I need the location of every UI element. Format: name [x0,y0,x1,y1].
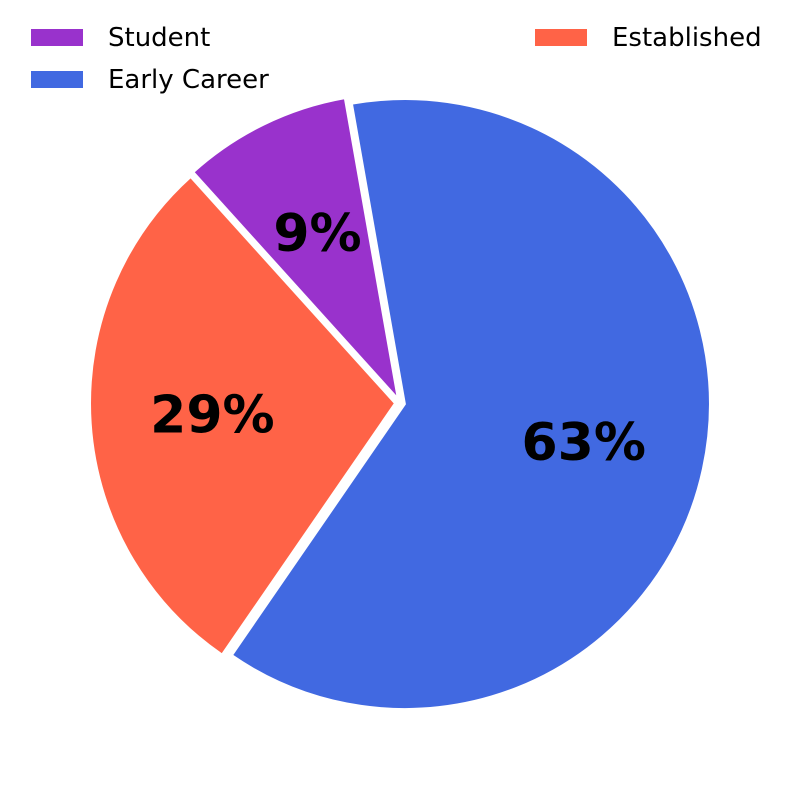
legend-swatch-student [31,29,83,46]
pie-label-early-career: 63% [521,413,645,473]
pie-slice-early-career [230,98,711,711]
pie-labels: 9% 29% 63% [150,204,646,473]
pie-slice-established [89,175,397,656]
pie-label-student: 9% [273,204,361,264]
pie-slice-student [191,96,400,402]
legend: Student Early Career Established [31,23,762,95]
legend-swatch-established [535,29,587,46]
pie-label-established: 29% [150,385,274,445]
legend-label-early-career: Early Career [108,65,269,95]
legend-label-established: Established [612,23,762,53]
legend-swatch-early-career [31,71,83,88]
legend-label-student: Student [108,23,210,53]
pie-slices [89,96,711,711]
